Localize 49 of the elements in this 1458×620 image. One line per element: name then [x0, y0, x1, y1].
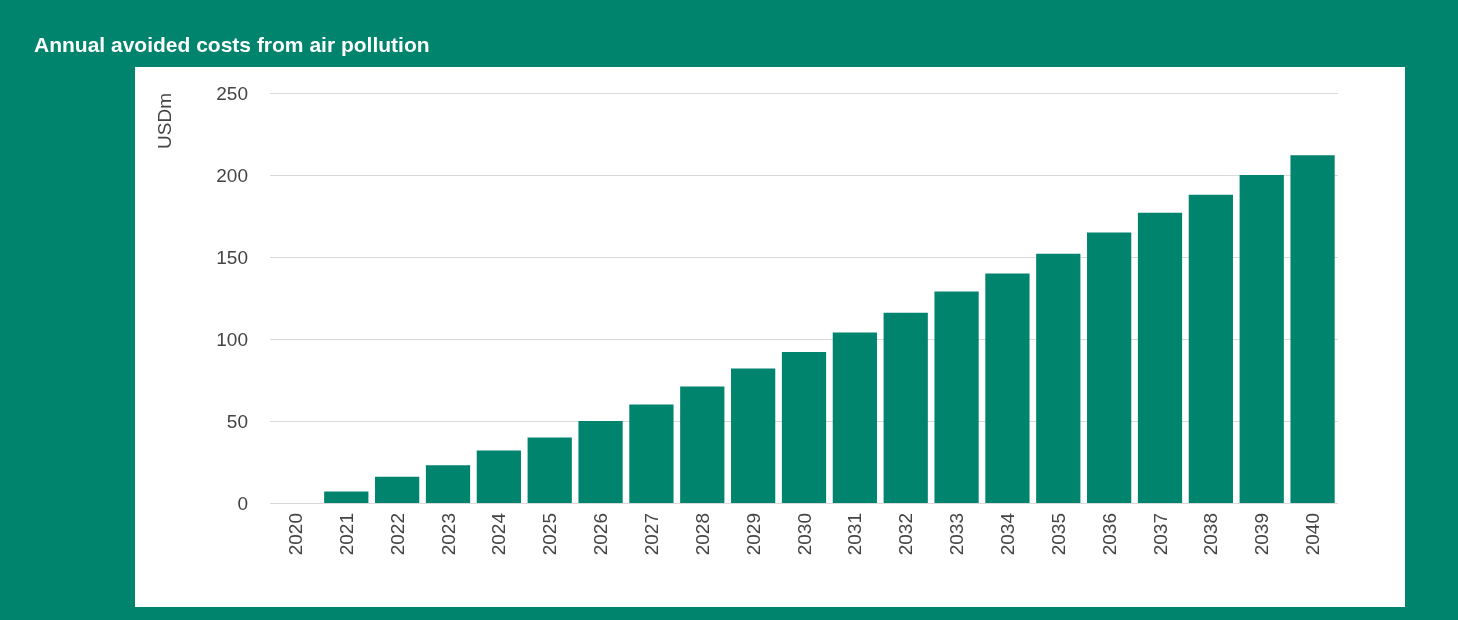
bar — [985, 273, 1030, 503]
chart-title: Annual avoided costs from air pollution — [34, 33, 430, 56]
y-tick-label: 50 — [226, 410, 248, 432]
bar — [1036, 253, 1081, 503]
x-tick-label: 2024 — [488, 512, 510, 556]
bar — [324, 491, 369, 503]
x-tick-label: 2027 — [640, 513, 662, 556]
x-tick-label: 2033 — [946, 513, 968, 556]
bar — [934, 291, 979, 503]
x-tick-label: 2020 — [284, 513, 306, 556]
x-tick-label: 2034 — [996, 512, 1018, 556]
x-tick-label: 2037 — [1149, 513, 1171, 556]
x-tick-label: 2022 — [386, 513, 408, 556]
x-tick-label: 2025 — [539, 513, 561, 556]
x-tick-label: 2021 — [335, 513, 357, 556]
bar — [781, 352, 827, 503]
x-tick-label: 2032 — [895, 513, 917, 556]
bar — [527, 437, 572, 503]
x-tick-label: 2023 — [437, 513, 459, 556]
y-tick-label: 200 — [216, 164, 248, 186]
x-tick-label: 2040 — [1302, 513, 1324, 556]
bar — [731, 368, 776, 503]
y-tick-label: 0 — [237, 492, 248, 514]
x-tick-label: 2036 — [1098, 513, 1120, 556]
bar — [629, 404, 674, 503]
y-tick-label: 150 — [216, 246, 248, 268]
bar — [1137, 212, 1183, 503]
x-tick-label: 2026 — [590, 513, 612, 556]
x-tick-label: 2028 — [691, 513, 713, 556]
x-tick-label: 2035 — [1047, 513, 1069, 556]
bar — [680, 386, 725, 503]
bar — [375, 476, 420, 503]
x-tick-label: 2029 — [742, 513, 764, 556]
bar — [578, 421, 623, 503]
y-tick-label: 100 — [216, 328, 248, 350]
bar — [1087, 232, 1132, 503]
x-tick-label: 2031 — [844, 513, 866, 556]
bar — [1188, 194, 1233, 503]
bar — [832, 332, 877, 503]
bar — [883, 312, 928, 503]
x-tick-label: 2030 — [793, 513, 815, 556]
x-tick-label: 2039 — [1251, 513, 1273, 556]
bar — [476, 450, 521, 503]
bar — [425, 465, 471, 503]
y-tick-label: 250 — [216, 82, 248, 104]
x-tick-label: 2038 — [1200, 513, 1222, 556]
bar — [1239, 175, 1284, 503]
bar — [1290, 155, 1335, 503]
y-axis-title: USDm — [154, 93, 175, 149]
